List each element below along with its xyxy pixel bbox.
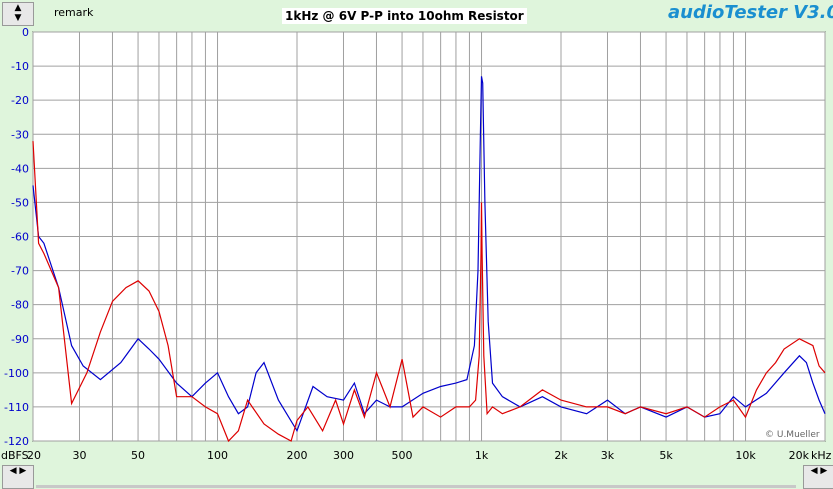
x-tick-label: 100 [207,449,228,462]
y-tick-label: -10 [11,60,29,73]
x-tick-label: 200 [287,449,308,462]
y-tick-label: -70 [11,265,29,278]
arrow-right-icon[interactable]: ◀ ▶ [810,466,828,476]
x-tick-label: 30 [72,449,86,462]
y-tick-label: 0 [22,26,29,39]
y-tick-label: -120 [4,435,29,448]
y-axis: 0 -10 -20 -30 -40 -50 -60 -70 -80 -90 -100 -110 -120 [4,26,29,448]
x-tick-label: 20k [789,449,810,462]
x-tick-label: 300 [333,449,354,462]
x-scroll-left-control[interactable]: ◀ ▶ [2,465,34,489]
arrow-down-icon[interactable]: ▼ [14,13,22,23]
top-bar: ▲ ▼ remark 1kHz @ 6V P-P into 10ohm Resi… [0,0,833,30]
x-tick-label: 50 [131,449,145,462]
x-tick-label: 500 [392,449,413,462]
chart-title: 1kHz @ 6V P-P into 10ohm Resistor [282,8,527,24]
y-tick-label: -50 [11,196,29,209]
y-tick-label: -80 [11,299,29,312]
x-scroll-right-control[interactable]: ◀ ▶ [803,465,833,489]
y-tick-label: -90 [11,333,29,346]
y-scroll-top-control[interactable]: ▲ ▼ [2,2,34,26]
y-tick-label: -110 [4,401,29,414]
y-tick-label: -100 [4,367,29,380]
x-first-tick-label: 20 [27,449,41,462]
x-tick-label: 1k [475,449,489,462]
arrow-left-icon[interactable]: ◀ ▶ [9,466,27,476]
y-tick-label: -40 [11,162,29,175]
grid [32,31,826,442]
x-tick-label: 2k [554,449,568,462]
x-axis: 30 50 100 200 300 500 1k 2k 3k 5k 10k 20k [72,449,809,462]
y-tick-label: -30 [11,128,29,141]
y-unit-label: dBFS [1,449,29,462]
arrow-up-icon[interactable]: ▲ [14,3,22,13]
series-line-1 [32,141,826,443]
y-tick-label: -20 [11,94,29,107]
remark-label[interactable]: remark [54,6,94,19]
y-tick-label: -60 [11,231,29,244]
x-tick-label: 3k [601,449,615,462]
series-group [32,76,826,443]
copyright-annotation: © U.Mueller [765,430,820,440]
horizontal-scrollbar[interactable] [36,485,796,488]
x-unit-label: kHz [811,449,832,462]
x-tick-label: 10k [735,449,756,462]
brand-logo: audioTester V3.0 [668,2,833,23]
x-tick-label: 5k [659,449,673,462]
